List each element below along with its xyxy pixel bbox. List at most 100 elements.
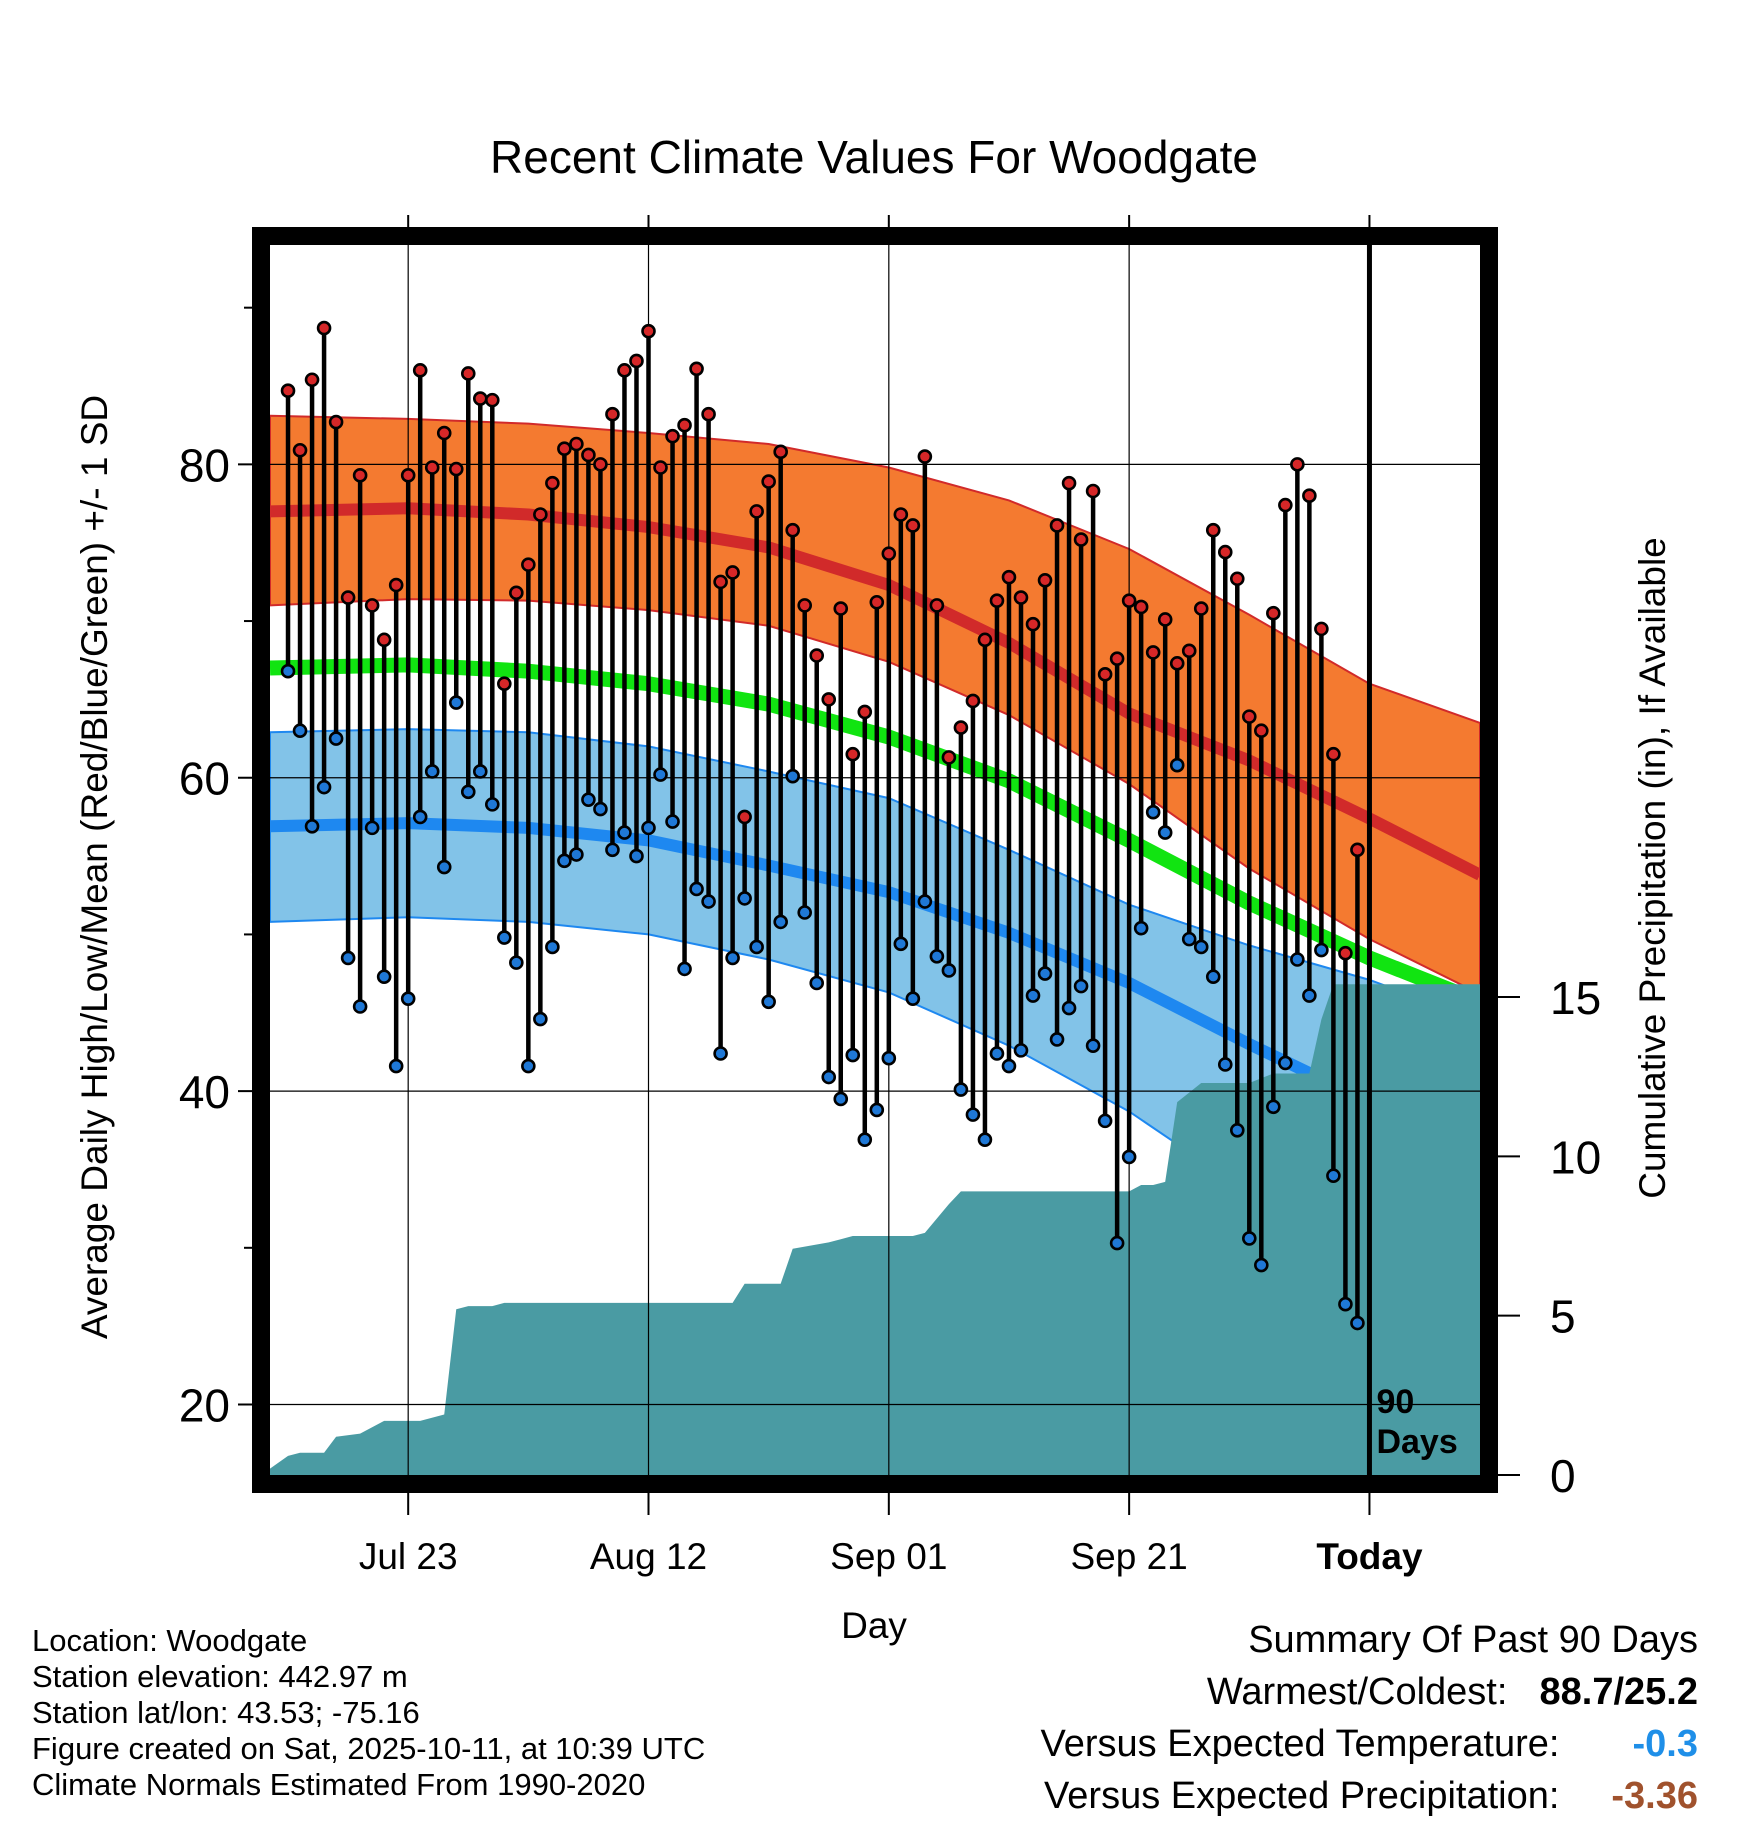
low-point	[1121, 1149, 1137, 1165]
high-point	[316, 320, 332, 336]
low-point	[797, 905, 813, 920]
low-point	[785, 768, 800, 784]
low-point	[1241, 1231, 1257, 1246]
low-point	[1338, 1296, 1353, 1312]
high-point	[1049, 518, 1065, 533]
high-point	[1169, 656, 1185, 671]
low-point	[893, 936, 909, 952]
low-point	[509, 955, 524, 970]
high-point	[1229, 571, 1245, 587]
high-point	[509, 585, 524, 601]
y2-axis-label: Cumulative Precipitation (in), If Availa…	[1632, 537, 1673, 1199]
low-point	[424, 764, 440, 779]
high-point	[569, 436, 584, 452]
low-point	[1350, 1315, 1365, 1331]
high-point	[1157, 612, 1173, 627]
info-created: Figure created on Sat, 2025-10-11, at 10…	[32, 1731, 706, 1766]
low-point	[1001, 1058, 1017, 1074]
high-point	[364, 598, 380, 613]
low-point	[617, 825, 632, 840]
precip-area	[270, 984, 1480, 1475]
high-point	[1314, 621, 1329, 637]
low-point	[364, 820, 380, 836]
summary-title: Summary Of Past 90 Days	[1248, 1619, 1698, 1661]
low-point	[1302, 988, 1317, 1003]
high-point	[1097, 667, 1113, 682]
low-point	[581, 792, 596, 807]
low-point	[1181, 931, 1197, 947]
high-point	[893, 507, 909, 522]
low-point	[1145, 804, 1161, 820]
low-point	[761, 994, 776, 1010]
high-point	[701, 406, 716, 422]
x-tick-label: Jul 23	[359, 1536, 458, 1577]
x-tick-label: Sep 21	[1070, 1536, 1187, 1577]
low-point	[833, 1091, 849, 1107]
chart-title: Recent Climate Values For Woodgate	[490, 131, 1258, 183]
low-point	[857, 1132, 873, 1147]
high-point	[677, 417, 692, 433]
low-point	[1205, 969, 1221, 985]
high-point	[328, 414, 344, 430]
y2-tick-label: 10	[1550, 1131, 1601, 1183]
high-point	[1109, 651, 1125, 666]
low-point	[497, 930, 512, 945]
high-point	[1193, 601, 1209, 616]
axes: Jul 23 Aug 12 Sep 01 Sep 21 Today 20 40 60 80 0 5 1…	[179, 215, 1601, 1577]
high-point	[785, 522, 800, 538]
low-point	[773, 914, 788, 930]
high-point	[989, 593, 1005, 608]
low-point	[665, 814, 680, 829]
high-point	[737, 809, 752, 825]
high-point	[713, 574, 728, 590]
high-point	[412, 363, 428, 378]
low-point	[977, 1132, 993, 1147]
x-tick-label: Aug 12	[590, 1536, 707, 1577]
low-point	[917, 894, 933, 909]
y2-tick-label: 0	[1550, 1450, 1576, 1502]
high-point	[484, 392, 500, 408]
low-point	[845, 1047, 861, 1063]
high-point	[833, 601, 849, 616]
high-point	[689, 361, 704, 377]
low-point	[701, 894, 716, 909]
y2-tick-label: 15	[1550, 972, 1601, 1024]
low-point	[1290, 952, 1305, 967]
today-label-line2: Days	[1376, 1423, 1457, 1461]
high-point	[1350, 842, 1365, 858]
high-point	[1121, 593, 1137, 608]
low-point	[376, 969, 392, 985]
low-point	[340, 950, 356, 966]
low-point	[1133, 920, 1149, 936]
low-point	[881, 1050, 897, 1066]
high-point	[605, 406, 620, 422]
high-point	[448, 461, 464, 477]
x-tick-label: Sep 01	[830, 1536, 947, 1577]
y-tick-label: 80	[179, 439, 230, 491]
low-point	[605, 842, 620, 858]
summary-temp: Versus Expected Temperature: -0.3	[1041, 1723, 1698, 1766]
high-point	[1290, 457, 1305, 472]
high-point	[1217, 544, 1233, 560]
low-point	[1085, 1038, 1101, 1053]
high-point	[749, 504, 764, 519]
daily-range-stems	[285, 328, 1360, 1324]
high-point	[1073, 532, 1089, 547]
y-tick-label: 60	[179, 753, 230, 805]
low-point	[593, 801, 608, 817]
low-point	[328, 731, 344, 746]
low-point	[1097, 1113, 1113, 1129]
low-point	[821, 1069, 837, 1085]
high-point	[1302, 488, 1317, 504]
high-point	[1013, 590, 1029, 605]
high-point	[629, 353, 644, 369]
low-point	[1157, 825, 1173, 840]
low-point	[929, 949, 945, 964]
low-point	[352, 999, 368, 1014]
low-point	[1109, 1235, 1125, 1251]
low-point	[749, 939, 764, 955]
low-point	[1061, 1000, 1077, 1016]
low-point	[1037, 966, 1053, 981]
high-point	[1266, 605, 1281, 621]
